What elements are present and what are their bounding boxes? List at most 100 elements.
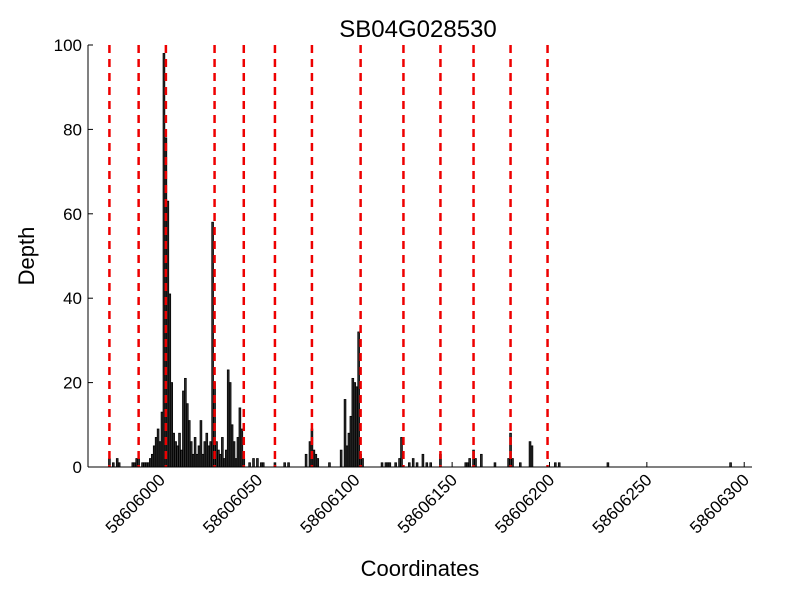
- bar: [421, 453, 425, 468]
- x-tick-label: 58606150: [394, 470, 461, 537]
- x-tick-label: 58606200: [491, 470, 558, 537]
- bar: [187, 420, 191, 468]
- bar: [180, 449, 183, 468]
- bar: [115, 458, 119, 468]
- bar: [347, 432, 351, 468]
- x-tick-label: 58606050: [199, 470, 266, 537]
- bar: [133, 462, 137, 468]
- bar: [339, 449, 343, 468]
- bar: [168, 293, 172, 468]
- bar: [408, 462, 411, 468]
- bar: [474, 458, 477, 468]
- bar: [149, 458, 152, 468]
- bar: [729, 462, 732, 468]
- bar: [557, 462, 561, 468]
- bar: [260, 462, 263, 468]
- bar: [343, 399, 347, 468]
- bar: [150, 453, 154, 468]
- bar: [312, 449, 316, 468]
- bar: [160, 411, 164, 468]
- bar: [351, 377, 355, 468]
- x-tick-label: 58606000: [102, 470, 169, 537]
- bar: [256, 458, 259, 468]
- bar: [314, 453, 318, 468]
- x-tick-label: 58606100: [297, 470, 364, 537]
- bar: [191, 453, 195, 468]
- bar: [203, 441, 207, 468]
- bar: [328, 462, 331, 468]
- bar: [195, 453, 199, 468]
- bar: [394, 462, 397, 468]
- bar: [468, 458, 471, 468]
- bar: [511, 458, 514, 468]
- bar: [386, 462, 390, 468]
- bar: [178, 432, 181, 468]
- y-tick-label: 20: [63, 374, 82, 393]
- bar: [528, 441, 532, 468]
- y-tick-label: 80: [63, 120, 82, 139]
- bar: [411, 458, 415, 468]
- bar: [316, 458, 320, 468]
- bar: [355, 386, 358, 468]
- bar: [234, 458, 238, 468]
- bar: [211, 221, 214, 468]
- bar: [380, 462, 384, 468]
- bar: [466, 462, 469, 468]
- bar: [172, 432, 175, 468]
- bar: [186, 403, 189, 468]
- bar: [152, 445, 156, 468]
- bar: [197, 445, 201, 468]
- x-axis-label: Coordinates: [361, 556, 480, 581]
- bar: [174, 441, 177, 468]
- bar: [201, 453, 205, 468]
- bar: [230, 424, 234, 468]
- bar: [117, 462, 121, 468]
- bar: [145, 462, 148, 468]
- bar: [205, 432, 209, 468]
- bar: [493, 462, 497, 468]
- x-tick-label: 58606300: [686, 470, 753, 537]
- bar: [304, 453, 308, 468]
- bar: [112, 462, 115, 468]
- bar: [236, 437, 240, 468]
- bar: [182, 390, 185, 468]
- bar: [228, 382, 232, 468]
- bar: [215, 441, 218, 468]
- bar: [388, 462, 392, 468]
- bar: [147, 462, 150, 468]
- bar: [193, 437, 197, 468]
- bar: [158, 441, 162, 468]
- y-axis-label: Depth: [14, 227, 39, 286]
- x-tick-label: 58606250: [589, 470, 656, 537]
- bar: [156, 428, 160, 468]
- bar: [143, 462, 146, 468]
- bar: [398, 458, 401, 468]
- bar: [287, 462, 290, 468]
- bar: [554, 462, 557, 468]
- bar: [207, 445, 211, 468]
- bar: [162, 53, 166, 468]
- y-tick-label: 40: [63, 289, 82, 308]
- bar: [308, 441, 312, 468]
- bar: [400, 437, 403, 468]
- bar: [345, 445, 349, 468]
- bar: [357, 331, 360, 468]
- bar: [464, 462, 468, 468]
- bar: [353, 382, 357, 468]
- bar: [226, 369, 230, 468]
- bar: [189, 441, 193, 468]
- bar: [184, 377, 187, 468]
- bar: [519, 462, 522, 468]
- bar: [252, 458, 255, 468]
- bar: [238, 407, 242, 468]
- bar: [429, 462, 432, 468]
- bar: [176, 445, 179, 468]
- bar: [131, 462, 135, 468]
- bar: [135, 458, 138, 468]
- bar: [530, 445, 534, 468]
- bar: [217, 449, 220, 468]
- bar: [223, 458, 226, 468]
- bar: [283, 462, 286, 468]
